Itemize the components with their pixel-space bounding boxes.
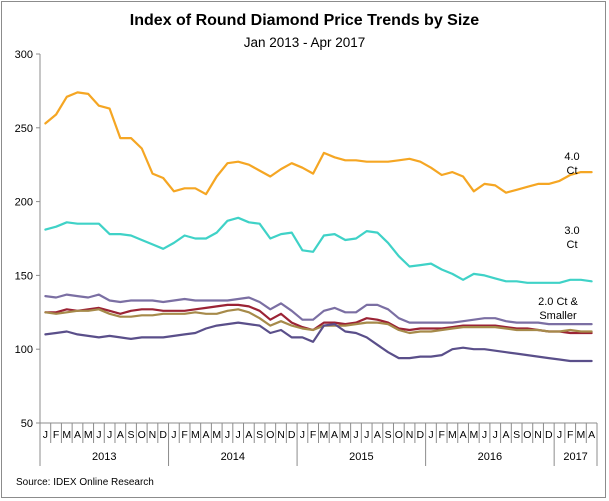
month-label: S <box>128 429 135 441</box>
year-label: 2016 <box>478 451 502 463</box>
month-label: F <box>181 429 187 441</box>
month-label: A <box>203 429 210 441</box>
month-label: M <box>469 429 478 441</box>
series-label: Ct <box>567 165 578 177</box>
month-label: F <box>567 429 573 441</box>
month-label: F <box>438 429 444 441</box>
month-label: S <box>385 429 392 441</box>
series-label: Smaller <box>539 310 577 322</box>
month-label: J <box>364 429 369 441</box>
chart-axes <box>36 53 598 466</box>
month-label: A <box>74 429 81 441</box>
month-label: N <box>534 429 542 441</box>
month-label: M <box>319 429 328 441</box>
month-label: J <box>43 429 48 441</box>
series-line-2 <box>44 216 593 284</box>
month-label: N <box>149 429 157 441</box>
series-line-1 <box>44 91 593 196</box>
month-label: M <box>84 429 93 441</box>
series-lines <box>44 91 593 363</box>
month-label: O <box>395 429 403 441</box>
month-label: J <box>300 429 305 441</box>
month-label: J <box>493 429 498 441</box>
y-tick-label: 50 <box>21 418 33 430</box>
month-label: D <box>545 429 553 441</box>
month-label: J <box>428 429 433 441</box>
month-label: J <box>236 429 241 441</box>
month-label: D <box>416 429 424 441</box>
month-label: A <box>502 429 509 441</box>
y-tick-labels: 50 100 150 200 250 300 <box>15 49 33 430</box>
chart-title: Index of Round Diamond Price Trends by S… <box>129 12 480 29</box>
year-label: 2015 <box>349 451 373 463</box>
month-label: A <box>374 429 381 441</box>
y-tick-label: 100 <box>15 344 33 356</box>
month-label: F <box>53 429 59 441</box>
series-label: 3.0 <box>564 225 579 237</box>
month-label: A <box>588 429 595 441</box>
month-label: J <box>96 429 101 441</box>
y-tick-label: 250 <box>15 123 33 135</box>
month-label: M <box>62 429 71 441</box>
month-label: N <box>406 429 414 441</box>
month-label: D <box>288 429 296 441</box>
series-labels: 4.0 Ct 3.0 Ct 2.0 Ct & Smaller <box>538 151 580 322</box>
source-note: Source: IDEX Online Research <box>16 477 154 488</box>
series-label: Ct <box>567 239 578 251</box>
year-label: 2013 <box>92 451 116 463</box>
month-label: J <box>107 429 112 441</box>
month-label: M <box>212 429 221 441</box>
y-tick-label: 300 <box>15 49 33 61</box>
series-line-4 <box>44 303 593 335</box>
month-label: J <box>353 429 358 441</box>
month-label: D <box>159 429 167 441</box>
year-label: 2014 <box>221 451 245 463</box>
month-label: M <box>448 429 457 441</box>
month-label: M <box>341 429 350 441</box>
month-label: F <box>310 429 316 441</box>
month-label: A <box>245 429 252 441</box>
chart-subtitle: Jan 2013 - Apr 2017 <box>243 35 366 50</box>
y-tick-label: 150 <box>15 270 33 282</box>
series-line-5 <box>44 308 593 335</box>
series-line-3 <box>44 293 593 326</box>
month-label: O <box>523 429 531 441</box>
month-label: A <box>460 429 467 441</box>
series-line-6 <box>44 321 593 363</box>
month-label: J <box>557 429 562 441</box>
month-label: O <box>138 429 146 441</box>
y-tick-label: 200 <box>15 197 33 209</box>
series-label: 2.0 Ct & <box>538 296 578 308</box>
month-label: O <box>266 429 274 441</box>
month-label: J <box>482 429 487 441</box>
series-label: 4.0 <box>564 151 579 163</box>
month-label: M <box>577 429 586 441</box>
month-label: N <box>277 429 285 441</box>
month-label: S <box>513 429 520 441</box>
month-label: A <box>331 429 338 441</box>
month-label: S <box>256 429 263 441</box>
month-label: J <box>225 429 230 441</box>
year-label: 2017 <box>563 451 587 463</box>
month-label: M <box>191 429 200 441</box>
month-label: A <box>117 429 124 441</box>
month-label: J <box>171 429 176 441</box>
